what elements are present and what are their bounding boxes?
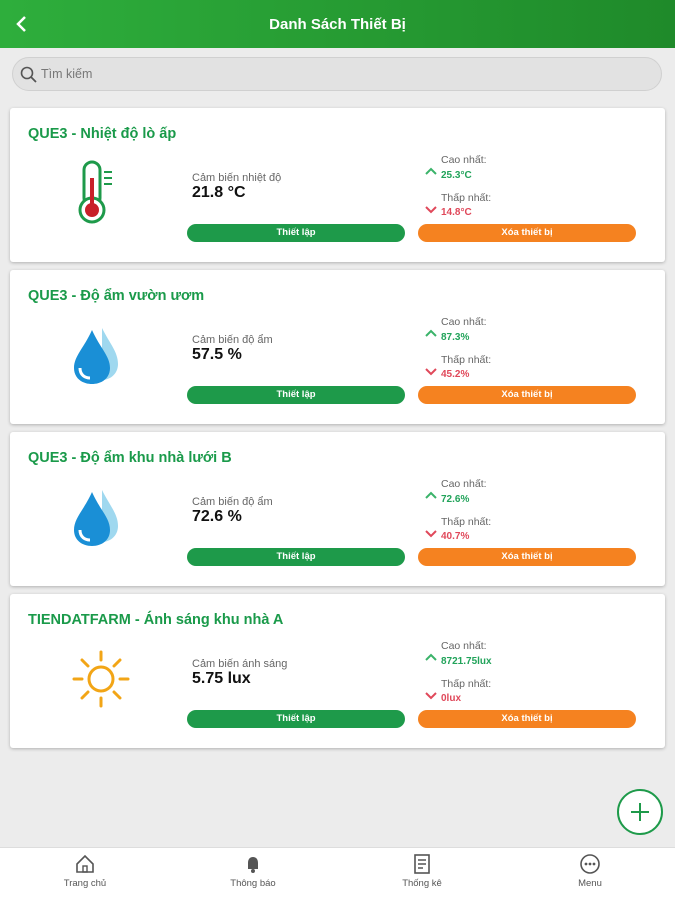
nav-item[interactable]: Thống kê [382,848,462,900]
down-arrow [425,687,437,705]
nav-icon [242,853,264,880]
nav-item[interactable]: Menu [550,848,630,900]
bottom-nav: Trang chủ Thông báo Thống kê Menu [0,847,675,900]
nav-icon [74,853,96,880]
sensor-value: 21.8 °C [192,184,246,201]
device-card: TIENDATFARM - Ánh sáng khu nhà A Cảm biến… [10,594,665,748]
max-label: Cao nhất: [441,316,487,328]
device-card: QUE3 - Nhiệt độ lò ấp Cảm biến nhiệt độ 21… [10,108,665,262]
nav-icon [411,853,433,880]
drop-icon [74,490,118,546]
search-placeholder: Tìm kiếm [41,67,93,81]
delete-button[interactable]: Xóa thiết bị [418,548,636,566]
sensor-value: 57.5 % [192,346,242,363]
device-title: QUE3 - Độ ẩm vườn ươm [28,288,205,304]
device-card: QUE3 - Độ ẩm khu nhà lưới B Cảm biến độ ẩ… [10,432,665,586]
max-label: Cao nhất: [441,478,487,490]
down-arrow [425,525,437,543]
sensor-label: Cảm biến độ ẩm [192,496,273,508]
up-arrow [425,324,437,342]
setup-button[interactable]: Thiết lập [187,224,405,242]
min-label: Thấp nhất: [441,678,492,690]
down-arrow [425,363,437,381]
min-label: Thấp nhất: [441,192,492,204]
sun-icon [72,650,130,708]
max-value: 25.3°C [441,170,472,181]
min-value: 45.2% [441,369,470,380]
min-value: 0lux [441,693,462,704]
up-arrow [425,162,437,180]
setup-button[interactable]: Thiết lập [187,386,405,404]
sensor-label: Cảm biến độ ẩm [192,334,273,346]
min-value: 14.8°C [441,207,472,218]
device-icon [66,320,126,395]
sensor-label: Cảm biến ánh sáng [192,658,288,670]
min-label: Thấp nhất: [441,354,492,366]
setup-button[interactable]: Thiết lập [187,710,405,728]
max-value: 72.6% [441,494,470,505]
nav-label: Trang chủ [63,878,107,889]
setup-button[interactable]: Thiết lập [187,548,405,566]
max-label: Cao nhất: [441,640,487,652]
device-icon [66,644,136,719]
device-icon [66,482,126,557]
up-arrow [425,648,437,666]
device-title: QUE3 - Độ ẩm khu nhà lưới B [28,450,232,466]
search-icon [20,66,37,83]
device-title: TIENDATFARM - Ánh sáng khu nhà A [28,612,284,628]
thermometer-icon [78,160,112,224]
sensor-value: 72.6 % [192,508,242,525]
delete-button[interactable]: Xóa thiết bị [418,386,636,404]
nav-icon [579,853,601,880]
back-button[interactable] [12,14,32,34]
search-bar[interactable]: Tìm kiếm [12,57,662,91]
nav-label: Thống kê [402,878,442,889]
down-arrow [425,201,437,219]
header: Danh Sách Thiết Bị [0,0,675,48]
max-value: 87.3% [441,332,470,343]
up-arrow [425,486,437,504]
max-label: Cao nhất: [441,154,487,166]
nav-label: Menu [578,878,602,889]
device-card: QUE3 - Độ ẩm vườn ươm Cảm biến độ ẩm 57.5 … [10,270,665,424]
drop-icon [74,328,118,384]
sensor-value: 5.75 lux [192,670,251,687]
nav-item[interactable]: Thông báo [213,848,293,900]
device-title: QUE3 - Nhiệt độ lò ấp [28,126,177,142]
plus-icon [631,803,649,821]
max-value: 8721.75lux [441,656,492,667]
sensor-label: Cảm biến nhiệt độ [192,172,282,184]
add-button[interactable] [617,789,663,835]
delete-button[interactable]: Xóa thiết bị [418,710,636,728]
device-icon [66,158,126,233]
nav-label: Thông báo [230,878,276,889]
delete-button[interactable]: Xóa thiết bị [418,224,636,242]
header-title: Danh Sách Thiết Bị [269,16,406,33]
min-label: Thấp nhất: [441,516,492,528]
min-value: 40.7% [441,531,470,542]
nav-item[interactable]: Trang chủ [45,848,125,900]
